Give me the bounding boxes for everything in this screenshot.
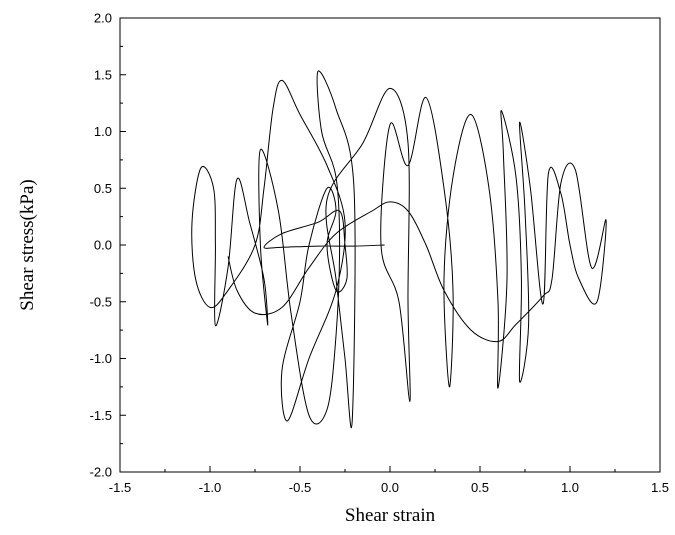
y-tick-label: -1.0 xyxy=(90,351,112,366)
x-axis-ticks: -1.5 -1.0 -0.5 0.0 0.5 1.0 1.5 xyxy=(109,466,669,495)
plot-layer xyxy=(191,70,607,429)
y-axis-ticks: -2.0 -1.5 -1.0 -0.5 0.0 0.5 1.0 1.5 2.0 xyxy=(90,11,126,480)
x-tick-label: 1.0 xyxy=(561,480,579,495)
y-tick-label: 2.0 xyxy=(94,11,112,26)
x-tick-label: -1.0 xyxy=(199,480,221,495)
y-tick-label: -2.0 xyxy=(90,465,112,480)
y-tick-label: -1.5 xyxy=(90,408,112,423)
x-tick-label: 0.5 xyxy=(471,480,489,495)
y-axis-title: Shear stress(kPa) xyxy=(17,179,38,310)
y-tick-label: 0.5 xyxy=(94,181,112,196)
x-axis-title: Shear strain xyxy=(345,505,436,526)
x-tick-label: -0.5 xyxy=(289,480,311,495)
x-tick-label: 0.0 xyxy=(381,480,399,495)
y-tick-label: 1.5 xyxy=(94,67,112,82)
y-tick-label: 0.0 xyxy=(94,238,112,253)
hysteresis-curve-line xyxy=(191,70,607,429)
x-tick-label: -1.5 xyxy=(109,480,131,495)
y-tick-label: 1.0 xyxy=(94,124,112,139)
y-tick-label: -0.5 xyxy=(90,294,112,309)
x-tick-label: 1.5 xyxy=(651,480,669,495)
